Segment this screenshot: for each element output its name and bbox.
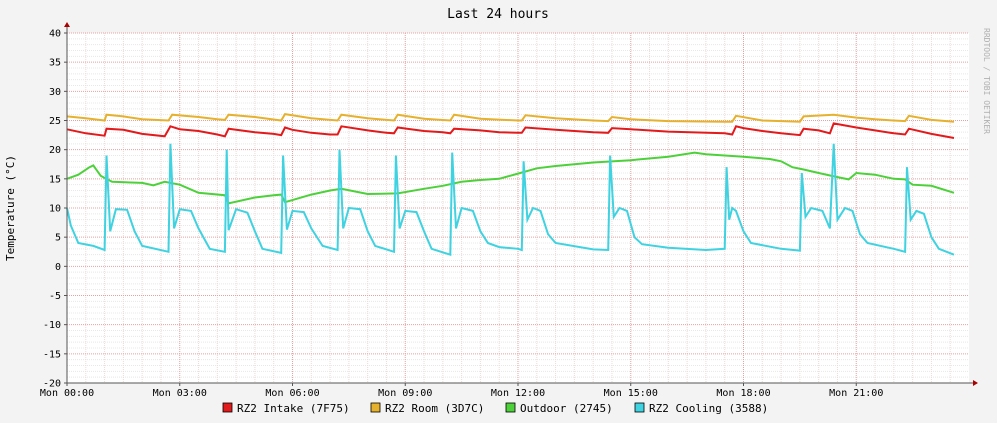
y-tick-label: -10 bbox=[43, 320, 61, 331]
legend-label: RZ2 Cooling (3588) bbox=[649, 402, 768, 415]
series-line-0 bbox=[66, 122, 955, 139]
y-tick-label: -5 bbox=[49, 291, 61, 302]
x-tick-label: Mon 00:00 bbox=[40, 388, 94, 399]
legend-swatch bbox=[370, 402, 381, 413]
y-tick-label: 35 bbox=[49, 58, 61, 69]
x-axis-arrow-icon bbox=[973, 380, 978, 386]
y-tick-label: -15 bbox=[43, 349, 61, 360]
x-tick-label: Mon 18:00 bbox=[716, 388, 770, 399]
legend-label: Outdoor (2745) bbox=[520, 402, 613, 415]
x-tick-label: Mon 12:00 bbox=[491, 388, 545, 399]
legend-swatch bbox=[634, 402, 645, 413]
watermark: RRDTOOL / TOBI OETIKER bbox=[982, 28, 991, 134]
y-tick-label: 0 bbox=[55, 262, 61, 273]
y-tick-label: 10 bbox=[49, 204, 61, 215]
x-tick-label: Mon 21:00 bbox=[829, 388, 883, 399]
legend-label: RZ2 Intake (7F75) bbox=[237, 402, 350, 415]
y-tick-labels: -20 -15 -10 -5 0 5 10 15 20 25 30 35 40 bbox=[43, 29, 61, 390]
x-tick-label: Mon 06:00 bbox=[265, 388, 319, 399]
legend-swatch bbox=[222, 402, 233, 413]
y-axis-label: Temperature (°C) bbox=[4, 155, 17, 261]
x-tick-label: Mon 15:00 bbox=[604, 388, 658, 399]
y-tick-label: 40 bbox=[49, 29, 61, 40]
legend-label: RZ2 Room (3D7C) bbox=[385, 402, 484, 415]
y-tick-label: -20 bbox=[43, 379, 61, 390]
y-tick-label: 30 bbox=[49, 87, 61, 98]
y-tick-label: 15 bbox=[49, 174, 61, 185]
grid bbox=[66, 32, 969, 384]
x-tick-labels: Mon 00:00 Mon 03:00 Mon 06:00 Mon 09:00 Mon … bbox=[40, 388, 883, 399]
legend-swatch bbox=[505, 402, 516, 413]
y-axis-arrow-icon bbox=[64, 22, 70, 27]
legend: RZ2 Intake (7F75) RZ2 Room (3D7C) Outdoor … bbox=[222, 402, 768, 415]
series-layer bbox=[66, 113, 955, 257]
chart-title: Last 24 hours bbox=[447, 7, 549, 22]
y-tick-label: 25 bbox=[49, 116, 61, 127]
axes bbox=[64, 22, 978, 386]
series-line-1 bbox=[66, 113, 955, 123]
series-line-3 bbox=[66, 143, 955, 257]
y-tick-label: 5 bbox=[55, 233, 61, 244]
x-tick-label: Mon 09:00 bbox=[378, 388, 432, 399]
y-tick-label: 20 bbox=[49, 145, 61, 156]
x-tick-label: Mon 03:00 bbox=[153, 388, 207, 399]
